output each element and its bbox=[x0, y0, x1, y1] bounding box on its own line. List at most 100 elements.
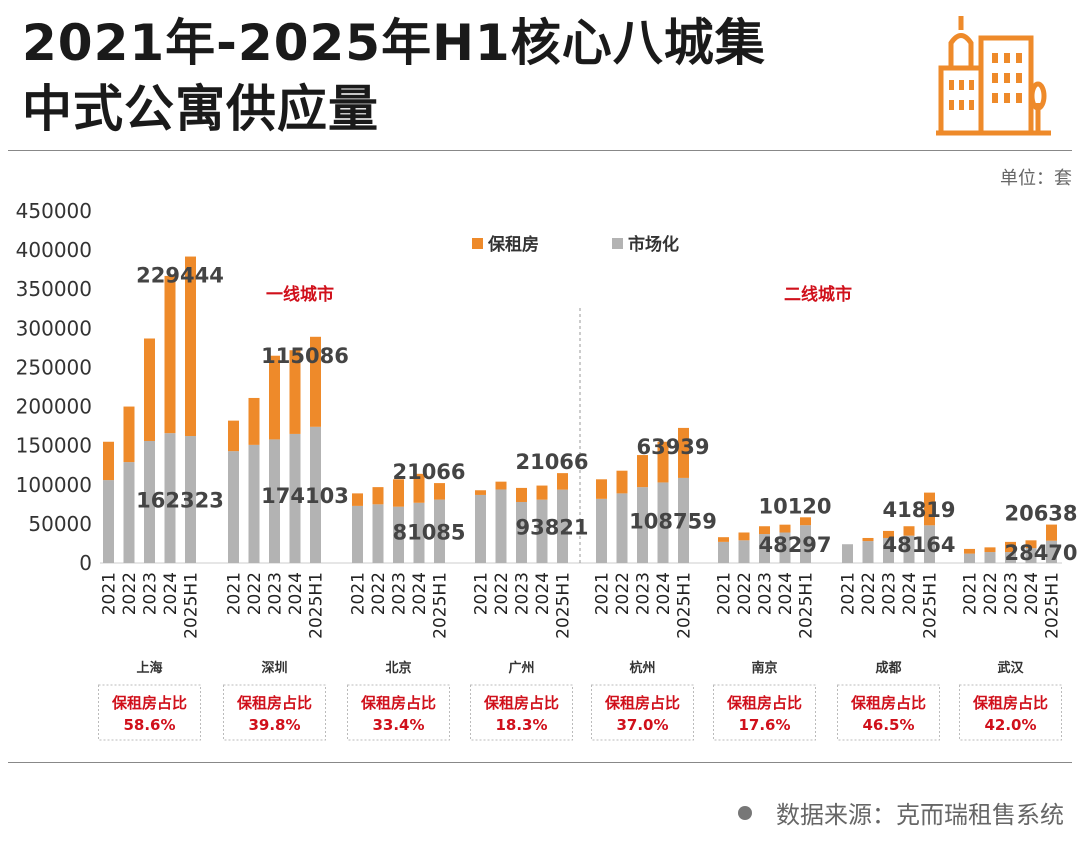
data-label-rental: 10120 bbox=[758, 494, 831, 518]
legend-swatch-rental bbox=[472, 238, 483, 249]
data-label-rental: 21066 bbox=[392, 460, 465, 484]
y-tick-label: 300000 bbox=[16, 316, 92, 340]
bar-rental-0-2 bbox=[144, 338, 155, 441]
ratio-value: 18.3% bbox=[495, 716, 547, 734]
x-tick-label: 2024 bbox=[161, 572, 181, 615]
legend-label-market: 市场化 bbox=[628, 234, 679, 255]
bar-rental-4-4 bbox=[678, 427, 689, 478]
bar-market-5-3 bbox=[779, 532, 791, 563]
x-tick-label: 2024 bbox=[286, 572, 306, 615]
legend-swatch-market bbox=[612, 238, 623, 249]
bar-rental-4-0 bbox=[596, 479, 607, 499]
data-label-rental: 41819 bbox=[882, 498, 955, 522]
x-tick-label: 2023 bbox=[756, 572, 776, 615]
top-divider bbox=[8, 150, 1072, 151]
city-name: 成都 bbox=[875, 660, 901, 676]
bar-market-3-2 bbox=[516, 501, 527, 563]
bar-rental-1-4 bbox=[310, 336, 321, 427]
x-tick-label: 2023 bbox=[1002, 572, 1022, 615]
bar-market-6-1 bbox=[862, 541, 874, 563]
data-label-rental: 229444 bbox=[136, 264, 224, 288]
bar-market-3-0 bbox=[475, 494, 486, 563]
bar-market-6-2 bbox=[883, 537, 894, 563]
data-label-market: 93821 bbox=[515, 515, 588, 539]
ratio-box bbox=[470, 684, 573, 741]
city-name: 深圳 bbox=[261, 660, 287, 676]
title-line-2: 中式公寓供应量 bbox=[22, 80, 379, 138]
x-tick-label: 2022 bbox=[492, 572, 512, 615]
city-name: 南京 bbox=[751, 660, 777, 676]
bar-rental-3-1 bbox=[495, 481, 507, 490]
ratio-value: 39.8% bbox=[248, 716, 300, 734]
x-tick-label: 2021 bbox=[715, 572, 735, 615]
source-note: 数据来源：克而瑞租售系统 bbox=[738, 795, 1064, 830]
bar-rental-0-4 bbox=[185, 256, 196, 437]
bar-market-7-0 bbox=[964, 553, 975, 563]
x-tick-label: 2025H1 bbox=[431, 572, 451, 639]
bar-rental-5-1 bbox=[738, 532, 750, 541]
bar-market-5-1 bbox=[738, 540, 750, 563]
bottom-divider bbox=[8, 762, 1072, 763]
x-tick-label: 2022 bbox=[613, 572, 633, 615]
ratio-value: 33.4% bbox=[372, 716, 424, 734]
bar-market-4-3 bbox=[657, 482, 669, 563]
ratio-value: 46.5% bbox=[862, 716, 914, 734]
source-text: 数据来源：克而瑞租售系统 bbox=[776, 801, 1064, 829]
bar-market-1-0 bbox=[228, 451, 239, 563]
y-tick-label: 100000 bbox=[16, 473, 92, 497]
ratio-box bbox=[959, 684, 1062, 741]
bar-market-7-2 bbox=[1005, 552, 1016, 563]
x-tick-label: 2025H1 bbox=[797, 572, 817, 639]
y-tick-label: 200000 bbox=[16, 395, 92, 419]
bar-rental-5-4 bbox=[800, 517, 811, 526]
title-line-1: 2021年-2025年H1核心八城集 bbox=[22, 14, 766, 72]
data-label-rental: 21066 bbox=[515, 450, 588, 474]
x-tick-label: 2025H1 bbox=[675, 572, 695, 639]
bar-market-1-3 bbox=[289, 433, 301, 563]
bar-market-1-4 bbox=[310, 426, 321, 563]
bar-rental-5-2 bbox=[759, 526, 770, 535]
bar-market-2-2 bbox=[393, 506, 404, 563]
x-tick-label: 2024 bbox=[533, 572, 553, 615]
bar-rental-3-0 bbox=[475, 490, 486, 495]
x-tick-label: 2024 bbox=[776, 572, 796, 615]
x-tick-label: 2021 bbox=[961, 572, 981, 615]
ratio-label: 保租房占比 bbox=[604, 694, 680, 712]
section-label-tier2: 二线城市 bbox=[784, 284, 852, 305]
data-label-rental: 63939 bbox=[636, 435, 709, 459]
ratio-box bbox=[347, 684, 450, 741]
x-tick-label: 2021 bbox=[100, 572, 120, 615]
data-label-market: 162323 bbox=[136, 489, 224, 513]
ratio-label: 保租房占比 bbox=[483, 694, 559, 712]
x-tick-label: 2022 bbox=[859, 572, 879, 615]
bar-market-6-0 bbox=[842, 544, 853, 563]
city-name: 广州 bbox=[508, 660, 534, 676]
ratio-value: 37.0% bbox=[616, 716, 668, 734]
bar-rental-6-3 bbox=[903, 526, 915, 536]
bar-market-4-2 bbox=[637, 487, 648, 563]
bar-rental-4-3 bbox=[657, 441, 669, 483]
bar-market-0-1 bbox=[123, 462, 135, 563]
bar-market-2-1 bbox=[372, 504, 384, 563]
bar-market-0-2 bbox=[144, 440, 155, 563]
x-tick-label: 2022 bbox=[245, 572, 265, 615]
ratio-box bbox=[223, 684, 326, 741]
data-label-market: 28470 bbox=[1004, 541, 1077, 565]
ratio-label: 保租房占比 bbox=[236, 694, 312, 712]
x-tick-label: 2021 bbox=[593, 572, 613, 615]
bar-rental-0-1 bbox=[123, 406, 135, 463]
bar-rental-7-3 bbox=[1025, 540, 1037, 549]
bar-market-6-4 bbox=[924, 525, 935, 563]
x-tick-label: 2021 bbox=[839, 572, 859, 615]
x-tick-label: 2023 bbox=[513, 572, 533, 615]
ratio-box bbox=[591, 684, 694, 741]
bar-market-5-2 bbox=[759, 534, 770, 563]
bar-market-1-2 bbox=[269, 439, 280, 563]
bar-rental-2-1 bbox=[372, 487, 384, 505]
page-title: 2021年-2025年H1核心八城集 中式公寓供应量 bbox=[22, 10, 766, 142]
bar-rental-4-1 bbox=[616, 470, 628, 494]
bar-rental-1-1 bbox=[248, 397, 260, 445]
bar-rental-7-2 bbox=[1005, 541, 1016, 553]
data-label-market: 48297 bbox=[758, 533, 831, 557]
bar-rental-3-2 bbox=[516, 487, 527, 502]
